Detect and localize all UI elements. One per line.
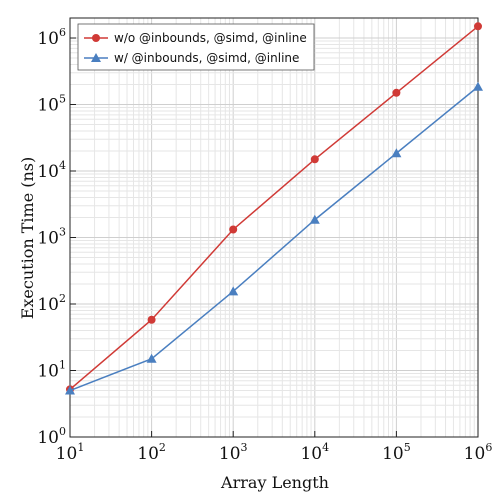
series [65, 22, 483, 395]
x-tick-label: 103 [219, 441, 248, 464]
x-tick-label: 102 [137, 441, 166, 464]
y-tick-label: 100 [37, 425, 66, 448]
data-point [229, 225, 238, 234]
series-line [69, 25, 479, 390]
legend-item: w/ @inbounds, @simd, @inline [84, 51, 299, 65]
data-point [310, 155, 319, 164]
data-point [392, 88, 401, 97]
data-point [147, 315, 156, 324]
data-point [228, 286, 239, 296]
legend-item: w/o @inbounds, @simd, @inline [84, 31, 307, 45]
y-tick-label: 102 [37, 292, 66, 315]
data-point [474, 22, 482, 31]
legend-marker [91, 53, 101, 62]
y-tick-label: 101 [37, 359, 66, 382]
series-2 [65, 81, 483, 395]
legend-label: w/o @inbounds, @simd, @inline [114, 31, 307, 45]
y-tick-label: 105 [37, 93, 66, 116]
y-tick-label: 106 [37, 26, 66, 49]
legend-label: w/ @inbounds, @simd, @inline [114, 51, 299, 65]
x-tick-label: 104 [300, 441, 329, 464]
legend-marker [92, 34, 100, 42]
legend-box [77, 23, 315, 71]
x-tick-label: 105 [382, 441, 411, 464]
x-tick-label: 101 [56, 441, 85, 464]
x-tick-label: 106 [464, 441, 493, 464]
grid [69, 17, 479, 438]
y-axis-label: Execution Time (ns) [18, 157, 37, 320]
x-axis-label: Array Length [220, 473, 329, 492]
data-point [309, 214, 320, 224]
series-line [69, 86, 479, 392]
data-point [473, 81, 483, 91]
legend: w/o @inbounds, @simd, @inline w/ @inbound… [77, 23, 315, 71]
data-point [65, 385, 75, 395]
data-point [391, 148, 402, 158]
y-tick-label: 104 [37, 159, 66, 182]
plot-frame [69, 17, 479, 438]
y-tick-label: 103 [37, 226, 66, 249]
data-point [146, 353, 157, 363]
